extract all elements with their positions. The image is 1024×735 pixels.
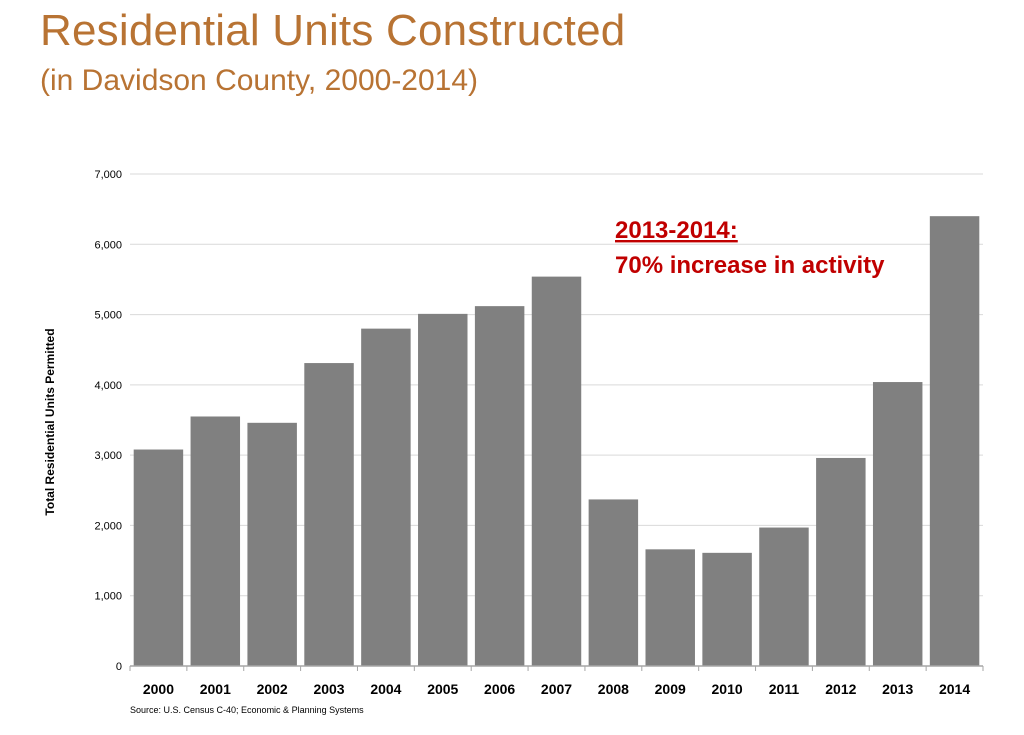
bar: [588, 499, 639, 666]
bar: [872, 382, 923, 666]
bar: [645, 549, 695, 666]
bar: [361, 328, 411, 666]
y-tick-label: 7,000: [94, 169, 122, 181]
y-tick-label: 4,000: [94, 380, 122, 392]
y-tick-label: 1,000: [94, 591, 122, 603]
bar: [133, 449, 184, 666]
y-tick-label: 5,000: [94, 310, 122, 322]
x-tick-label: 2008: [598, 681, 629, 697]
x-tick-label: 2014: [939, 681, 970, 697]
annotation-heading: 2013-2014:: [615, 217, 738, 244]
x-tick-label: 2011: [769, 681, 800, 697]
bar: [702, 552, 752, 666]
slide-subtitle: (in Davidson County, 2000-2014): [40, 64, 479, 97]
x-tick-label: 2012: [825, 681, 856, 697]
x-tick-label: 2002: [257, 681, 288, 697]
bar: [304, 363, 354, 666]
bar: [190, 416, 241, 666]
bar: [816, 457, 866, 666]
bar: [759, 527, 809, 666]
bar: [929, 216, 980, 666]
x-tick-label: 2001: [200, 681, 231, 697]
x-tick-label: 2003: [313, 681, 344, 697]
bar: [418, 313, 468, 666]
x-tick-label: 2004: [370, 681, 401, 697]
source-note: Source: U.S. Census C-40; Economic & Pla…: [130, 705, 364, 715]
x-tick-label: 2000: [143, 681, 174, 697]
x-tick-label: 2009: [655, 681, 686, 697]
x-tick-label: 2010: [712, 681, 743, 697]
bar: [474, 306, 525, 666]
x-tick-label: 2006: [484, 681, 515, 697]
x-tick-label: 2013: [882, 681, 913, 697]
bar: [531, 276, 582, 666]
y-tick-label: 0: [116, 661, 122, 673]
y-tick-label: 3,000: [94, 450, 122, 462]
bar: [247, 422, 297, 666]
x-tick-label: 2005: [427, 681, 458, 697]
y-tick-label: 6,000: [94, 239, 122, 251]
y-tick-label: 2,000: [94, 520, 122, 532]
annotation-text: 70% increase in activity: [615, 252, 885, 279]
x-tick-label: 2007: [541, 681, 572, 697]
slide-title: Residential Units Constructed: [40, 6, 626, 55]
y-axis-title: Total Residential Units Permitted: [43, 328, 57, 515]
